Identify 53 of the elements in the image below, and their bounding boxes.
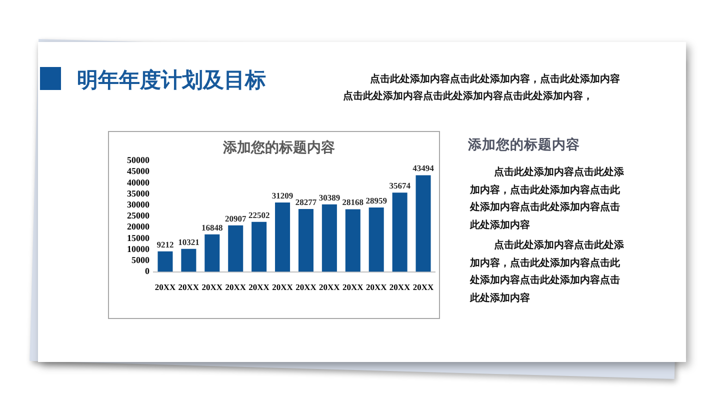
data-label: 43494 [412,163,435,174]
y-tick-label: 30000 [127,200,150,210]
bar [392,192,408,272]
x-tick-label: 20XX [225,282,247,292]
y-tick-label: 0 [145,266,150,276]
y-tick-label: 25000 [127,210,150,221]
y-tick-label: 45000 [127,166,150,176]
x-tick-label: 20XX [272,282,294,292]
bar [368,208,384,272]
data-label: 16848 [202,222,223,232]
bar [275,202,290,272]
x-tick-label: 20XX [202,282,224,292]
text: 点击此处添加内容点击此处添加内容，点击此处添加内容点击此处添加内容点击此处添加内容点击此处添加内容， [343,72,621,104]
y-tick-label: 15000 [127,232,150,243]
y-tick-label: 40000 [127,177,150,188]
y-tick-label: 50000 [127,155,150,166]
data-label: 28277 [295,196,318,207]
x-tick-label: 20XX [296,282,318,292]
text: 点击此处添加内容点击此处添加内容，点击此处添加内容点击此处添加内容点击此处添加内容点击此处添加内容 [470,238,625,306]
data-label: 35674 [389,180,412,191]
y-tick-label: 10000 [127,244,150,254]
bar [322,204,337,272]
x-tick-label: 20XX [319,282,341,292]
x-tick-label: 20XX [342,282,364,292]
data-label: 28168 [342,197,364,208]
bar [181,248,196,272]
data-label: 30389 [318,192,340,202]
bar [204,234,220,272]
y-tick-label: 5000 [132,255,150,266]
data-label: 31209 [272,190,294,200]
x-tick-label: 20XX [389,282,412,292]
data-label: 28959 [366,195,387,206]
bar [298,209,314,272]
y-tick-label: 20000 [127,222,150,232]
bar [416,175,431,272]
bar [252,222,267,272]
data-label: 10321 [178,236,200,247]
y-tick-label: 35000 [127,188,150,198]
x-tick-label: 20XX [178,282,200,292]
text: 添加您的标题内容 [468,136,581,154]
x-tick-label: 20XX [366,282,388,292]
bar [158,251,173,272]
chart-title: 明年年度计划及目标 [77,67,266,93]
data-label: 22502 [248,210,270,220]
x-tick-label: 20XX [154,282,176,292]
bar [345,209,360,272]
text: 点击此处添加内容点击此处添加内容，点击此处添加内容点击此处添加内容点击此处添加内容点击此处添加内容 [470,165,625,232]
x-tick-label: 20XX [248,282,270,292]
data-label: 9212 [156,239,174,250]
x-tick-label: 20XX [412,282,435,292]
data-label: 20907 [224,213,247,224]
chart-subtitle: 添加您的标题内容 [222,139,335,156]
bar [228,225,244,272]
